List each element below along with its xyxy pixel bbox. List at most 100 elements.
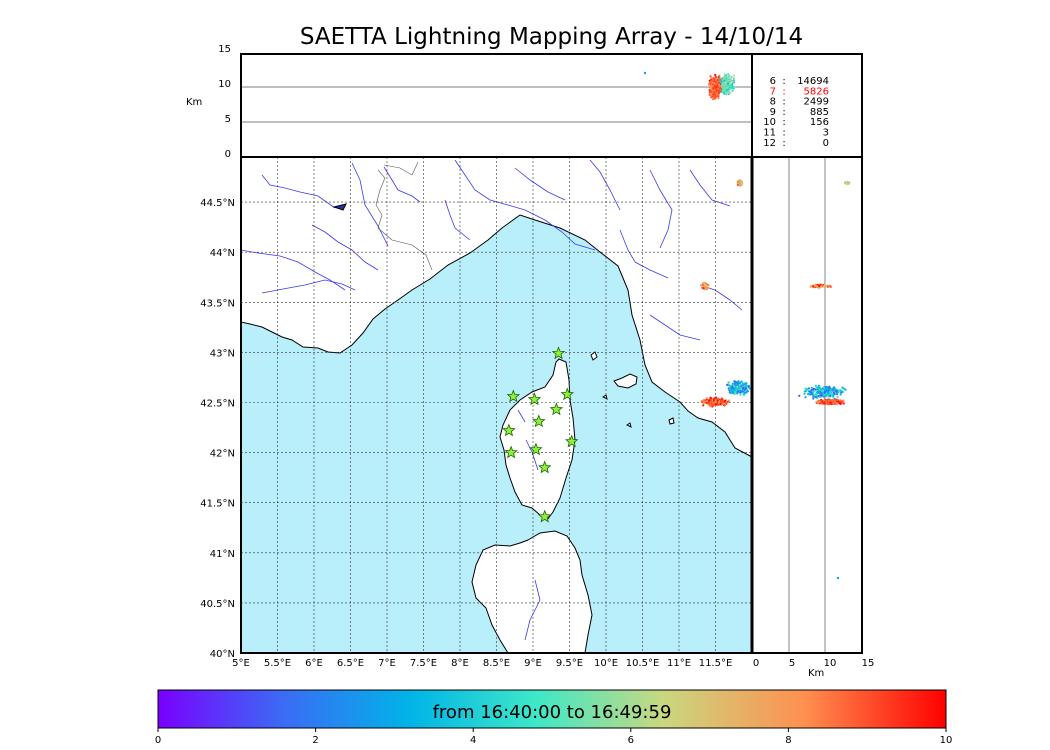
lightning-source <box>735 388 738 391</box>
lightning-source <box>738 387 741 390</box>
side-source <box>842 402 845 405</box>
colorbar-ticks: 0 2 4 6 8 10 <box>155 728 953 746</box>
lightning-source <box>742 393 746 396</box>
altitude-source <box>723 86 726 90</box>
lightning-source <box>711 405 714 408</box>
lon-tick-label: 5.5°E <box>264 658 291 669</box>
altitude-source <box>729 91 732 94</box>
altitude-source <box>710 88 713 91</box>
altitude-source <box>715 81 719 84</box>
altitude-source <box>730 75 733 78</box>
lightning-source <box>704 282 707 285</box>
side-source <box>836 391 839 394</box>
side-source <box>812 285 815 288</box>
lightning-source <box>700 284 703 287</box>
lightning-source <box>701 400 704 403</box>
altitude-source <box>714 83 718 86</box>
lightning-source <box>730 386 734 390</box>
side-source <box>832 395 835 398</box>
lightning-source <box>737 180 740 183</box>
lon-tick-label: 8°E <box>451 658 469 669</box>
lat-tick-label: 41.5°N <box>200 499 235 510</box>
lightning-source <box>729 388 732 391</box>
lightning-source <box>744 387 747 390</box>
station-star <box>560 387 575 401</box>
lightning-source <box>732 389 735 392</box>
lat-tick-label: 42°N <box>210 449 235 460</box>
count-value: 0 <box>823 138 829 149</box>
side-source <box>840 400 843 403</box>
altitude-source <box>718 83 721 86</box>
side-source <box>814 392 817 395</box>
lon-tick-label: 11.5°E <box>699 658 733 669</box>
altitude-source <box>715 85 718 89</box>
count-separator: : <box>782 117 785 128</box>
count-separator: : <box>782 76 785 87</box>
lat-tick-label: 40.5°N <box>200 599 235 610</box>
side-source <box>836 398 839 401</box>
lightning-source <box>733 393 736 396</box>
lightning-source <box>740 380 743 383</box>
altitude-tick-label: 15 <box>218 44 231 55</box>
lightning-source <box>743 391 746 394</box>
count-value: 14694 <box>797 76 829 87</box>
altitude-source <box>727 76 730 79</box>
side-source <box>824 285 828 288</box>
side-source <box>819 283 822 287</box>
capraia-island <box>590 351 598 361</box>
lightning-source <box>708 399 711 402</box>
colorbar-label: from 16:40:00 to 16:49:59 <box>432 702 672 723</box>
montecristo-island <box>626 422 632 428</box>
lightning-source <box>736 183 740 187</box>
lma-stations <box>502 346 579 523</box>
side-source <box>814 395 817 399</box>
side-source <box>804 390 807 393</box>
lightning-source <box>704 284 708 287</box>
side-source <box>814 284 817 287</box>
altitude-source <box>728 83 731 86</box>
side-source <box>845 181 848 184</box>
side-source <box>820 402 824 405</box>
altitude-source <box>728 89 731 93</box>
lightning-source <box>720 397 724 400</box>
side-source <box>824 394 828 397</box>
colorbar-tick-label: 10 <box>940 735 953 746</box>
side-source <box>828 386 831 389</box>
lightning-source <box>745 391 748 394</box>
side-source <box>827 285 830 288</box>
station-star <box>502 423 516 437</box>
station-star <box>537 509 552 523</box>
altitude-source <box>723 79 726 82</box>
station-star <box>551 346 566 360</box>
lightning-source <box>748 387 751 390</box>
side-source <box>818 400 821 403</box>
lightning-source <box>745 384 748 387</box>
side-source <box>839 402 842 405</box>
altitude-source <box>717 86 720 89</box>
side-tick-label: 0 <box>753 658 759 669</box>
side-source <box>819 394 823 397</box>
lightning-source <box>739 182 742 185</box>
lightning-source <box>714 396 718 399</box>
lightning-source <box>710 397 713 400</box>
altitude-source <box>723 73 727 76</box>
colorbar-tick-label: 4 <box>470 735 476 746</box>
lightning-source <box>731 391 735 394</box>
side-source <box>823 285 826 288</box>
side-source <box>817 387 820 390</box>
lightning-source <box>715 403 718 406</box>
lightning-source <box>703 402 706 405</box>
side-source <box>834 388 837 391</box>
side-source <box>812 397 815 400</box>
lightning-source <box>739 393 742 396</box>
altitude-tick-label: 0 <box>225 149 231 160</box>
side-source <box>807 393 811 396</box>
colorbar-tick-label: 2 <box>312 735 318 746</box>
side-source <box>815 386 818 390</box>
altitude-tick-label: 10 <box>218 79 231 90</box>
lat-tick-label: 44.5°N <box>200 198 235 209</box>
lightning-source <box>733 385 736 388</box>
lightning-source <box>735 382 738 385</box>
altitude-source <box>713 89 716 92</box>
